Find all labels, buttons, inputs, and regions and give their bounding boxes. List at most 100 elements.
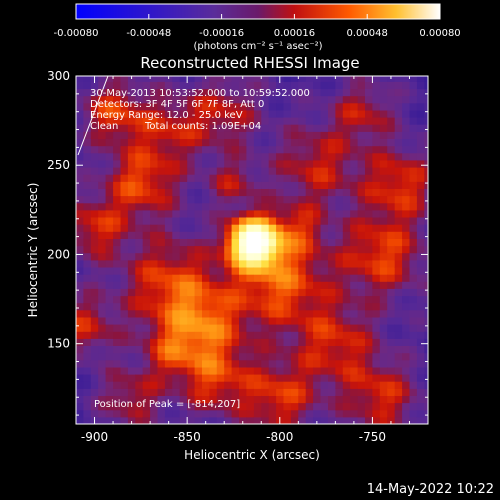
heatmap-cell [402, 102, 411, 111]
heatmap-cell [142, 302, 151, 311]
heatmap-cell [290, 231, 299, 239]
heatmap-cell [202, 338, 210, 346]
heatmap-cell [261, 145, 270, 154]
heatmap-cell [239, 324, 247, 332]
heatmap-cell [305, 359, 314, 368]
heatmap-cell [202, 188, 210, 197]
heatmap-cell [194, 381, 203, 389]
heatmap-cell [224, 102, 233, 111]
heatmap-cell [342, 345, 351, 354]
heatmap-cell [372, 88, 381, 97]
heatmap-cell [239, 295, 247, 304]
heatmap-cell [90, 302, 99, 311]
heatmap-cell [164, 366, 173, 375]
heatmap-cell [313, 288, 322, 297]
heatmap-cell [409, 209, 418, 218]
heatmap-cell [113, 152, 122, 161]
heatmap-cell [224, 181, 233, 189]
heatmap-cell [127, 188, 136, 197]
heatmap-cell [105, 131, 114, 139]
heatmap-cell [313, 274, 322, 282]
heatmap-cell [157, 231, 166, 239]
heatmap-cell [416, 316, 425, 325]
heatmap-cell [142, 288, 151, 297]
heatmap-cell [164, 95, 173, 104]
heatmap-cell [216, 409, 225, 418]
heatmap-cell [187, 295, 196, 304]
heatmap-cell [305, 167, 314, 175]
heatmap-cell [194, 324, 203, 332]
heatmap-cell [387, 409, 396, 418]
heatmap-cell [98, 252, 107, 261]
heatmap-cell [365, 117, 373, 125]
heatmap-cell [187, 381, 196, 389]
heatmap-cell [379, 409, 388, 418]
heatmap-cell [283, 388, 292, 396]
heatmap-cell [350, 281, 359, 289]
heatmap-cell [150, 124, 159, 132]
heatmap-cell [320, 309, 329, 318]
heatmap-cell [120, 374, 129, 382]
heatmap-cell [120, 252, 129, 261]
heatmap-cell [305, 181, 314, 189]
heatmap-cell [135, 352, 144, 361]
heatmap-cell [76, 338, 84, 346]
heatmap-cell [164, 324, 173, 332]
heatmap-cell [394, 209, 403, 218]
heatmap-cell [202, 131, 210, 139]
heatmap-cell [253, 167, 262, 175]
heatmap-cell [328, 252, 336, 261]
heatmap-cell [172, 109, 181, 118]
heatmap-cell [157, 102, 166, 111]
heatmap-cell [187, 145, 196, 154]
heatmap-cell [246, 159, 255, 168]
heatmap-cell [357, 117, 366, 125]
heatmap-cell [150, 267, 159, 275]
heatmap-cell [216, 374, 225, 382]
heatmap-cell [224, 259, 233, 268]
heatmap-cell [98, 109, 107, 118]
heatmap-cell [142, 338, 151, 346]
heatmap-cell [261, 231, 270, 239]
heatmap-cell [209, 195, 218, 204]
heatmap-cell [172, 338, 181, 346]
heatmap-cell [127, 416, 136, 424]
heatmap-cell [246, 338, 255, 346]
heatmap-cell [335, 388, 344, 396]
heatmap-cell [365, 252, 373, 261]
heatmap-cell [142, 145, 151, 154]
heatmap-cell [90, 224, 99, 232]
heatmap-cell [335, 195, 344, 204]
heatmap-cell [202, 409, 210, 418]
heatmap-cell [164, 381, 173, 389]
heatmap-cell [105, 224, 114, 232]
heatmap-cell [90, 252, 99, 261]
heatmap-cell [224, 366, 233, 375]
heatmap-cell [194, 202, 203, 211]
heatmap-cell [239, 381, 247, 389]
heatmap-cell [113, 88, 122, 97]
heatmap-cell [127, 252, 136, 261]
heatmap-cell [231, 309, 240, 318]
heatmap-cell [187, 209, 196, 218]
heatmap-cell [298, 102, 307, 111]
heatmap-cell [268, 288, 277, 297]
heatmap-cell [224, 231, 233, 239]
heatmap-cell [335, 209, 344, 218]
heatmap-cell [350, 117, 359, 125]
heatmap-cell [239, 395, 247, 404]
heatmap-cell [164, 402, 173, 411]
heatmap-cell [424, 402, 428, 411]
heatmap-cell [179, 402, 188, 411]
heatmap-cell [83, 209, 92, 218]
heatmap-cell [409, 145, 418, 154]
heatmap-cell [283, 309, 292, 318]
heatmap-cell [113, 324, 122, 332]
heatmap-cell [202, 217, 210, 225]
heatmap-cell [409, 374, 418, 382]
heatmap-cell [305, 109, 314, 118]
heatmap-cell [202, 288, 210, 297]
heatmap-cell [98, 76, 107, 82]
heatmap-cell [135, 395, 144, 404]
heatmap-cell [350, 209, 359, 218]
